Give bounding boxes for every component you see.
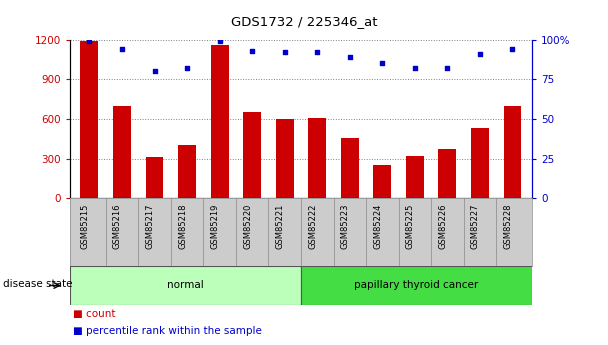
Text: GSM85223: GSM85223 bbox=[340, 204, 350, 249]
Bar bbox=[276, 119, 294, 198]
Point bbox=[150, 69, 159, 74]
Text: GSM85217: GSM85217 bbox=[145, 204, 154, 249]
Text: GSM85226: GSM85226 bbox=[438, 204, 447, 249]
Point bbox=[85, 39, 94, 44]
Bar bbox=[80, 41, 98, 198]
Point bbox=[215, 39, 224, 44]
Text: GSM85216: GSM85216 bbox=[113, 204, 122, 249]
Bar bbox=[70, 266, 301, 305]
Point bbox=[117, 47, 127, 52]
Point bbox=[247, 48, 257, 53]
Bar bbox=[341, 138, 359, 198]
Bar bbox=[243, 112, 261, 198]
Point bbox=[443, 66, 452, 71]
Text: GDS1732 / 225346_at: GDS1732 / 225346_at bbox=[231, 16, 377, 29]
Text: ■ count: ■ count bbox=[73, 309, 116, 319]
Text: GSM85228: GSM85228 bbox=[503, 204, 513, 249]
Point bbox=[508, 47, 517, 52]
Text: normal: normal bbox=[167, 280, 204, 290]
Text: disease state: disease state bbox=[3, 279, 72, 289]
Text: GSM85224: GSM85224 bbox=[373, 204, 382, 249]
Bar bbox=[113, 106, 131, 198]
Text: GSM85218: GSM85218 bbox=[178, 204, 187, 249]
Text: GSM85220: GSM85220 bbox=[243, 204, 252, 249]
Bar bbox=[178, 146, 196, 198]
Point bbox=[410, 66, 420, 71]
Text: ■ percentile rank within the sample: ■ percentile rank within the sample bbox=[73, 326, 262, 336]
Bar bbox=[471, 128, 489, 198]
Text: GSM85221: GSM85221 bbox=[275, 204, 285, 249]
Text: GSM85215: GSM85215 bbox=[80, 204, 89, 249]
Bar bbox=[210, 45, 229, 198]
Bar bbox=[503, 106, 522, 198]
Bar bbox=[406, 156, 424, 198]
Text: GSM85227: GSM85227 bbox=[471, 204, 480, 249]
Point bbox=[313, 50, 322, 55]
Bar bbox=[373, 165, 392, 198]
Point bbox=[345, 55, 354, 60]
Point bbox=[475, 51, 485, 57]
Text: GSM85219: GSM85219 bbox=[210, 204, 219, 249]
Text: GSM85222: GSM85222 bbox=[308, 204, 317, 249]
Point bbox=[182, 66, 192, 71]
Bar bbox=[301, 266, 532, 305]
Bar bbox=[145, 157, 164, 198]
Text: papillary thyroid cancer: papillary thyroid cancer bbox=[354, 280, 478, 290]
Point bbox=[280, 50, 289, 55]
Bar bbox=[308, 118, 326, 198]
Point bbox=[378, 61, 387, 66]
Text: GSM85225: GSM85225 bbox=[406, 204, 415, 249]
Bar bbox=[438, 149, 457, 198]
